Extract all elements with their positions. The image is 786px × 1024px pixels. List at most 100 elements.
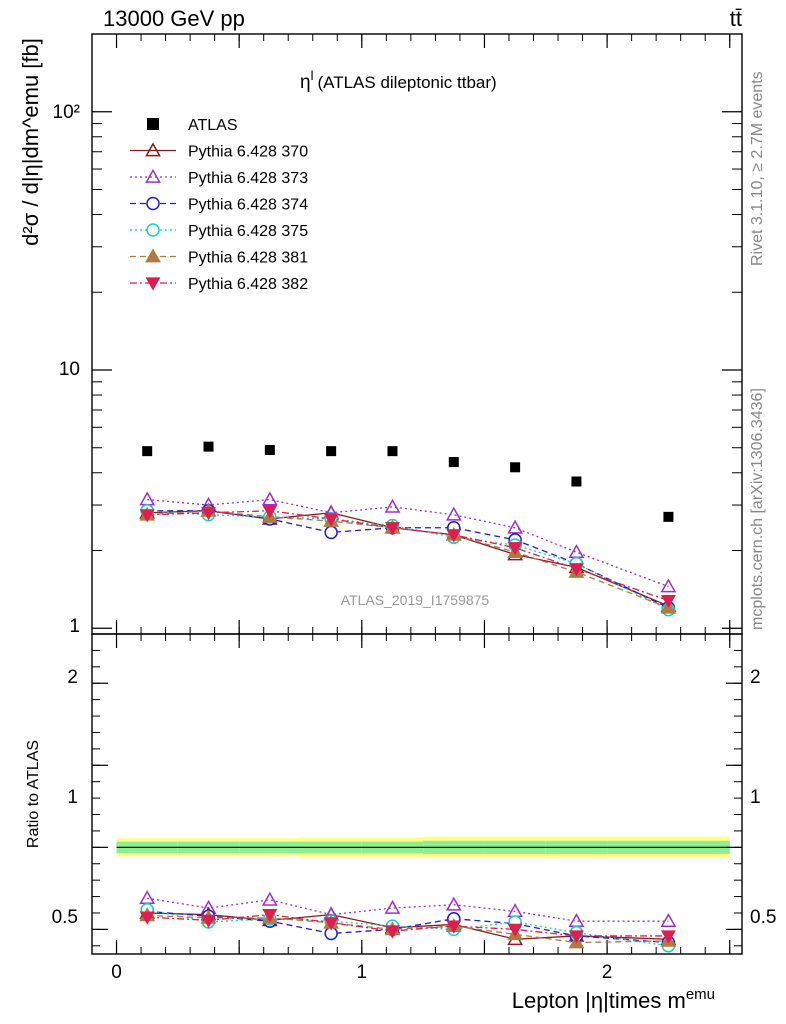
ratio-series-5 [139,909,676,944]
ratio-ylabel: Ratio to ATLAS [25,740,42,848]
main-title: ηl (ATLAS dileptonic ttbar) [300,68,497,93]
main-data-point [568,563,584,577]
ratio-series-group [139,890,677,953]
legend: ATLAS Pythia 6.428 370 Pythia 6.428 373 Pyt… [130,117,308,293]
legend-marker [147,118,159,130]
main-series-line [147,510,669,609]
xtick-label-2: 2 [602,962,613,983]
main-series-2 [139,491,677,593]
legend-entry: Pythia 6.428 374 [130,197,308,214]
main-data-point [264,445,275,456]
legend-entry: Pythia 6.428 375 [130,223,308,240]
ratio-data-point [507,923,523,938]
ratio-ytick-label-left-05: 0.5 [52,907,78,928]
ratio-series-line [147,897,669,922]
ratio-data-point [445,896,462,911]
ratio-data-point [660,930,676,944]
main-data-point [262,505,278,519]
ratio-axis-ticks [92,634,742,954]
ratio-data-point [660,913,677,928]
legend-marker [146,223,160,237]
ratio-data-point [139,911,155,925]
legend-entry: Pythia 6.428 373 [130,168,308,187]
main-data-point [507,542,523,556]
main-data-point [571,476,582,487]
legend-entry: Pythia 6.428 370 [130,142,308,161]
ratio-data-point [261,891,278,906]
main-data-point [139,491,156,506]
legend-label: Pythia 6.428 382 [188,276,308,293]
ratio-series-1 [139,890,677,928]
ratio-data-point [507,903,523,918]
main-series-6 [139,505,676,609]
main-data-point [663,511,674,522]
legend-marker [145,142,161,157]
mcplots-label: mcplots.cern.ch [arXiv:1306.3436] [749,388,766,630]
main-data-point [139,509,155,523]
legend-label: Pythia 6.428 373 [188,170,308,187]
legend-entry: Pythia 6.428 382 [130,276,308,293]
ratio-series-line [147,913,669,937]
ratio-data-point [385,925,400,939]
main-data-point [385,522,400,536]
legend-marker [146,196,160,211]
ratio-plot-frame [91,633,743,955]
ratio-data-point [384,899,401,914]
main-series-group [139,441,677,617]
ratio-data-point [201,914,216,928]
ratio-ytick-label-right-05: 0.5 [750,907,776,928]
legend-label: ATLAS [188,117,238,134]
ratio-series-line [147,909,669,947]
main-title-eta: η [300,72,311,93]
ratio-data-point [446,920,462,934]
xlabel-sup: emu [686,986,715,1003]
main-data-point [324,525,338,540]
main-ylabel: d²σ / d|η|dm^emu [fb] [18,38,43,246]
main-axis-ticks [92,33,742,634]
ratio-series-3 [140,902,676,953]
main-data-point [448,457,459,468]
main-data-point [323,513,339,527]
ratio-panel: 0.5 1 2 0.5 1 2 Ratio to ATLAS 0 1 2 Lep… [25,633,776,1013]
main-ytick-label-100: 10² [53,102,80,123]
main-data-point [510,462,521,473]
xtick-label-1: 1 [357,962,368,983]
main-title-rest: (ATLAS dileptonic ttbar) [317,73,496,92]
xlabel: Lepton |η|times memu [512,986,715,1013]
main-ytick-label-1: 1 [69,616,80,637]
main-series-line [147,510,669,609]
ratio-ytick-label-left-1: 1 [67,787,78,808]
ratio-data-point [568,930,584,944]
main-series-line [147,498,669,588]
legend-marker [145,168,161,183]
legend-label: Pythia 6.428 375 [188,223,308,240]
main-data-point [507,519,523,534]
main-ytick-label-10: 10 [59,359,80,380]
ratio-series-2 [140,904,676,950]
ratio-ytick-label-left-2: 2 [67,667,78,688]
main-data-point [203,441,214,452]
legend-entry: ATLAS [147,117,238,134]
rivet-label: Rivet 3.1.10, ≥ 2.7M events [749,71,766,266]
ratio-ytick-label-right-2: 2 [750,667,761,688]
main-data-point [201,507,216,521]
collision-label: 13000 GeV pp [103,6,245,31]
ratio-series-line [147,914,669,944]
ratio-ytick-label-right-1: 1 [750,787,761,808]
ratio-data-point [139,890,156,905]
main-series-line [147,510,669,602]
main-data-point [660,578,677,593]
watermark: ATLAS_2019_I1759875 [341,592,490,608]
ratio-data-point [568,913,585,928]
main-data-point [326,446,337,457]
legend-entry: Pythia 6.428 381 [130,248,308,267]
main-data-point [387,446,398,457]
legend-marker [145,248,161,263]
main-data-point [446,529,462,543]
main-data-point [660,594,676,609]
main-series-0 [142,441,674,522]
main-data-point [384,498,401,513]
xlabel-main: Lepton |η|times m [512,988,686,1013]
main-panel: 1 10 10² d²σ / d|η|dm^emu [fb] ηl (ATLAS … [18,33,743,637]
